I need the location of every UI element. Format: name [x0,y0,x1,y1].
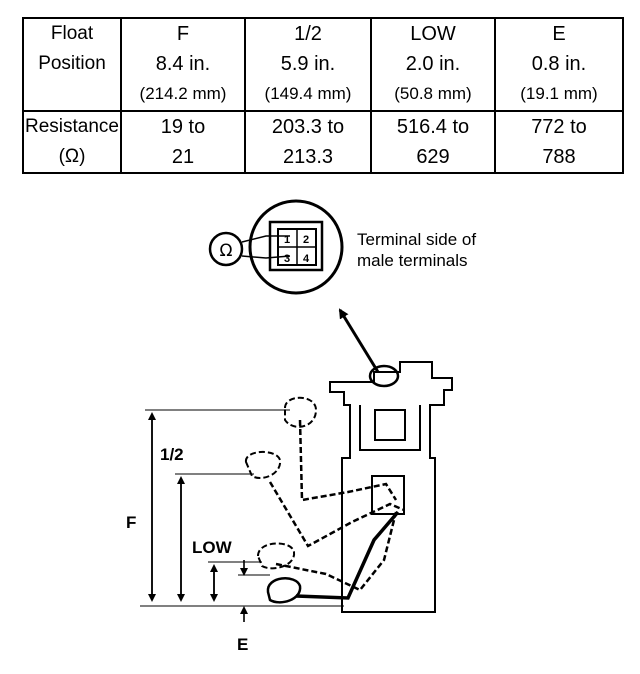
position-cell-e: E 0.8 in. (19.1 mm) [494,17,624,112]
float-position-low [256,542,296,570]
resistance-cell-half: 203.3 to 213.3 [244,109,372,175]
ohm-symbol: Ω [220,241,233,261]
dimension-arrows [148,412,248,622]
float-position-row: Float Position F 8.4 in. (214.2 mm) 1/2 … [22,17,624,112]
float-resistance-table: Float Position F 8.4 in. (214.2 mm) 1/2 … [22,17,624,175]
arm-position-e [295,510,400,600]
fuel-gauge-sending-unit-diagram: 1 2 3 4 Ω Terminal side of male terminal… [126,199,476,654]
resistance-row: Resistance (Ω) 19 to 21 203.3 to 213.3 5… [22,109,624,175]
pin-1-label: 1 [284,234,290,246]
pin-2-label: 2 [303,234,309,246]
float-arm-assembly [245,396,405,604]
arm-position-f [298,419,398,502]
connector-housing [268,220,324,272]
label-half: 1/2 [160,445,184,464]
level-guides [140,409,344,607]
test-lead-2 [241,255,291,259]
unit-outline [329,361,453,613]
connector-note-line-1: Terminal side of [357,230,476,249]
float-position-e [266,577,302,604]
float-position-f [284,396,318,428]
pin-3-label: 3 [284,253,290,265]
position-cell-f: F 8.4 in. (214.2 mm) [120,17,246,112]
connector-note-line-2: male terminals [357,251,468,270]
pin-4-label: 4 [303,253,310,265]
resistance-cell-e: 772 to 788 [494,109,624,175]
resistance-header: Resistance (Ω) [22,109,122,175]
callout-arrow [338,308,380,373]
test-lead-1 [241,235,290,243]
label-low: LOW [192,538,233,557]
unit-connector [368,364,400,388]
label-e: E [237,635,248,654]
arm-position-half [268,481,405,548]
sending-unit-body [329,361,453,613]
resistance-cell-low: 516.4 to 629 [370,109,496,175]
position-cell-low: LOW 2.0 in. (50.8 mm) [370,17,496,112]
ohmmeter-icon [208,231,244,267]
float-position-half [245,451,282,479]
float-position-header: Float Position [22,17,122,112]
ohmmeter: Ω [208,231,291,267]
resistance-cell-f: 19 to 21 [120,109,246,175]
pivot-bracket [371,475,405,515]
label-f: F [126,513,136,532]
position-cell-half: 1/2 5.9 in. (149.4 mm) [244,17,372,112]
connector-callout: 1 2 3 4 [248,199,344,295]
